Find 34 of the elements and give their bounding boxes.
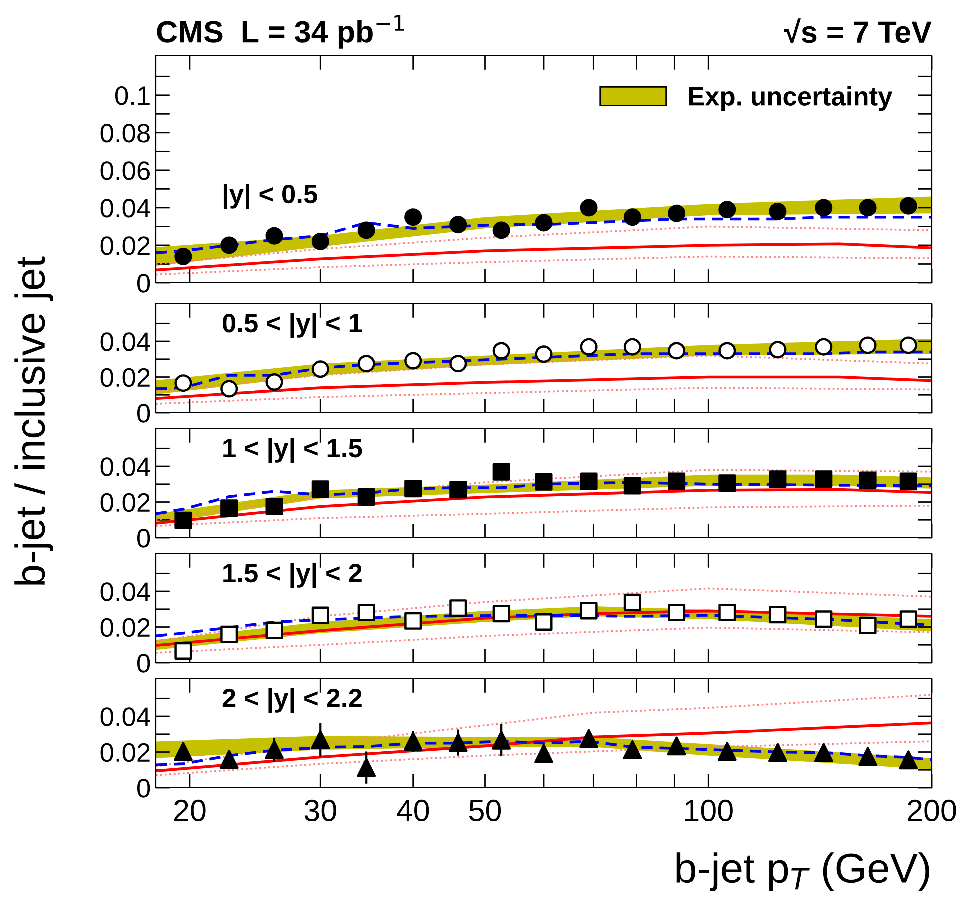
y-tick-label: 0 [137,529,150,548]
x-tick-label: 20 [174,800,206,822]
y-tick-label: 0.02 [100,743,150,762]
text: |y| < 0.5 [224,184,318,210]
y-axis-title: b-jet / inclusive jet [14,256,54,585]
y-tick-label: 0.06 [100,162,150,180]
chart-title: 0.5 < |y| < 1 [223,313,362,338]
y-tick-label: 0.02 [100,236,150,256]
y-tick-label: 0.1 [115,86,150,106]
legend-label: Exp. uncertainty [689,86,893,112]
y-tick-label: 0.04 [100,708,150,726]
chart-title: 1 < |y| < 1.5 [224,438,362,464]
y-tick-label: 0.02 [100,618,150,638]
text: √s = 7 TeV [784,18,932,44]
y-tick-label: 0 [137,274,150,293]
y-tick-label: 0.04 [100,332,150,352]
y-tick-label: 0.04 [100,458,150,476]
y-tick-label: 0.04 [100,582,150,602]
chart-title: 2 < |y| < 2.2 [222,688,362,714]
x-tick-label: 200 [908,800,956,822]
y-tick-label: 0.02 [100,368,150,388]
y-tick-label: 0.04 [100,199,150,218]
x-axis-title: b-jet p$_{T}$ (GeV) [676,852,930,892]
y-tick-label: 0.08 [100,124,150,143]
text: CMS L = 34 pb$^{−1}$ [157,15,404,49]
y-tick-label: 0 [137,779,150,798]
x-tick-label: 30 [304,800,336,822]
x-tick-label: 50 [469,800,502,822]
chart-title: 1.5 < |y| < 2 [224,563,362,588]
x-tick-label: 100 [685,800,733,822]
y-tick-label: 0.02 [100,493,150,512]
y-tick-label: 0 [137,404,150,423]
x-tick-label: 40 [397,800,430,822]
y-tick-label: 0 [137,654,150,673]
